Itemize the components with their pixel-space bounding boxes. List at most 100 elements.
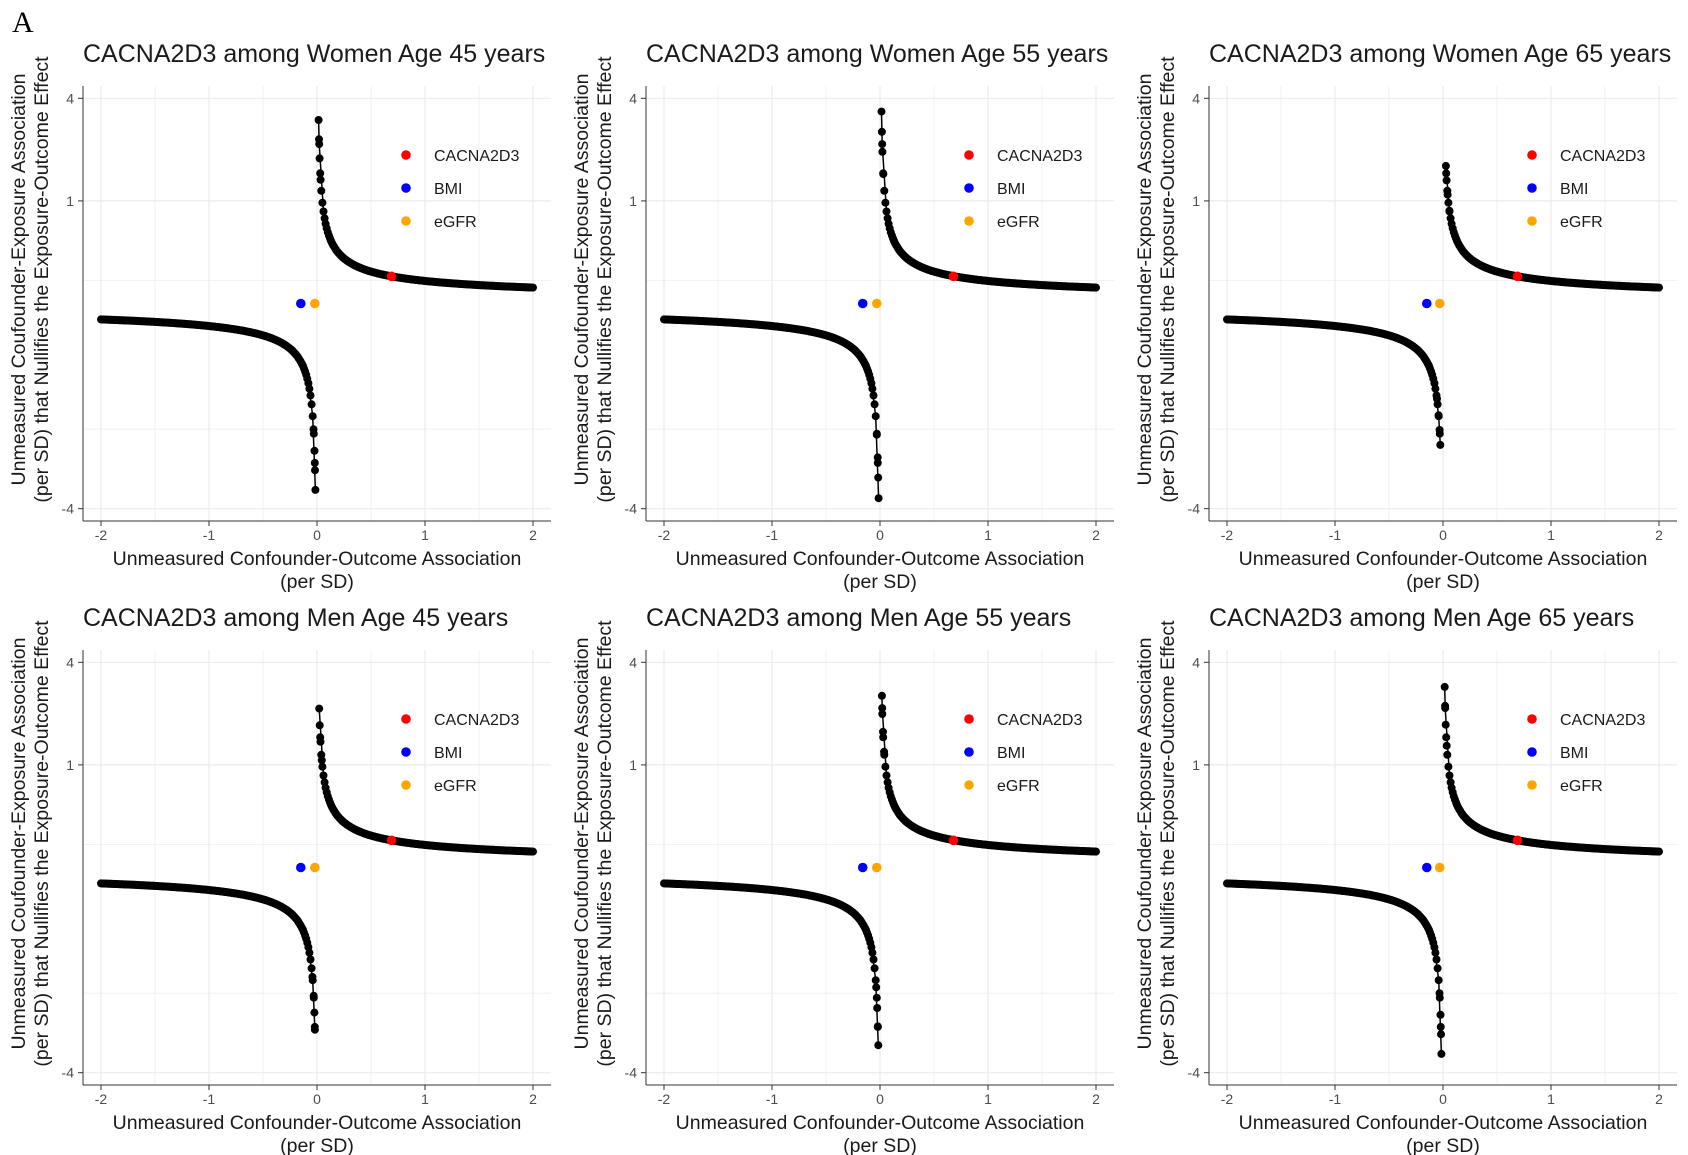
x-axis-title: (per SD) xyxy=(1406,1135,1480,1155)
curve-point xyxy=(1436,1022,1445,1031)
point-cacna2d3 xyxy=(386,271,397,282)
point-egfr xyxy=(310,862,320,873)
curve-point xyxy=(869,955,878,964)
x-tick-label: -1 xyxy=(1329,1091,1342,1107)
y-tick-label: 4 xyxy=(66,654,74,670)
curve-point xyxy=(1432,955,1441,964)
legend-key-cacna2d3 xyxy=(1527,150,1537,160)
point-bmi xyxy=(1422,298,1432,309)
curve-point xyxy=(311,466,319,475)
x-tick-label: 0 xyxy=(1439,1091,1447,1107)
curve-point xyxy=(877,107,886,116)
x-tick-label: -2 xyxy=(1221,527,1234,543)
curve-point xyxy=(1441,720,1450,729)
x-axis-title: (per SD) xyxy=(843,1135,917,1155)
x-axis-title: (per SD) xyxy=(1406,571,1480,593)
curve-point xyxy=(881,198,890,207)
y-axis-title: Unmeasured Coufounder-Exposure Associati… xyxy=(1134,74,1156,486)
curve-point xyxy=(874,473,883,482)
curve-point xyxy=(874,1041,883,1050)
curve-point xyxy=(878,140,887,149)
point-egfr xyxy=(871,862,882,873)
y-axis-title: Unmeasured Coufounder-Exposure Associati… xyxy=(8,74,30,486)
x-tick-label: -1 xyxy=(1329,527,1342,543)
curve-point xyxy=(870,964,879,973)
legend-key-egfr xyxy=(401,216,411,226)
y-axis-title: (per SD) that Nullifies the Exposure-Out… xyxy=(594,56,616,503)
x-tick-label: -2 xyxy=(1221,1091,1234,1107)
x-tick-label: -2 xyxy=(658,1091,671,1107)
curve-point xyxy=(882,771,891,780)
y-tick-label: -4 xyxy=(1188,501,1201,517)
y-tick-label: -4 xyxy=(62,1065,75,1081)
point-egfr xyxy=(1434,298,1445,309)
point-egfr xyxy=(310,298,320,309)
curve-point xyxy=(1431,384,1440,393)
curve-point xyxy=(315,704,324,713)
curve-point xyxy=(880,186,889,195)
curve-point xyxy=(318,762,327,771)
x-axis-title: Unmeasured Confounder-Outcome Associatio… xyxy=(1239,1112,1648,1134)
chart-panel: -2 -1 0 1 2 -4 1 4 CACNA2D3 among Men Age 65 yea… xyxy=(1134,604,1677,1155)
curve-point xyxy=(880,747,889,756)
point-cacna2d3 xyxy=(1512,835,1523,846)
x-axis-title: Unmeasured Confounder-Outcome Associatio… xyxy=(113,1112,522,1134)
curve-point xyxy=(310,1008,319,1017)
legend-label: eGFR xyxy=(1560,778,1603,795)
curve-point xyxy=(879,170,888,179)
curve-point xyxy=(314,116,323,124)
x-tick-label: 0 xyxy=(876,1091,884,1107)
x-axis-title: Unmeasured Confounder-Outcome Associatio… xyxy=(113,548,522,570)
x-tick-label: 2 xyxy=(529,1091,537,1107)
x-tick-label: -1 xyxy=(766,527,779,543)
legend-label: eGFR xyxy=(434,214,477,231)
curve-point xyxy=(869,391,878,400)
curve-point xyxy=(307,400,316,409)
x-tick-label: 2 xyxy=(529,527,537,543)
curve-point xyxy=(1445,206,1454,215)
y-axis-title: Unmeasured Coufounder-Exposure Associati… xyxy=(1134,638,1156,1050)
curve-point xyxy=(1434,976,1443,985)
x-tick-label: -1 xyxy=(203,1091,216,1107)
chart-title: CACNA2D3 among Men Age 45 years xyxy=(83,604,508,632)
curve-point xyxy=(1440,682,1449,691)
curve-point xyxy=(1436,1010,1445,1019)
x-tick-label: 0 xyxy=(876,527,884,543)
curve-point xyxy=(878,704,887,713)
curve-point xyxy=(318,198,327,207)
curve-point xyxy=(1442,169,1451,178)
curve-point xyxy=(309,991,318,1000)
x-tick-label: 2 xyxy=(1092,1091,1100,1107)
y-axis-title: Unmeasured Coufounder-Exposure Associati… xyxy=(8,638,30,1050)
legend-key-egfr xyxy=(1527,780,1537,790)
curve-point xyxy=(1444,198,1453,207)
legend-label: eGFR xyxy=(434,778,477,795)
curve-point xyxy=(529,283,537,292)
point-cacna2d3 xyxy=(948,271,959,282)
curve-point xyxy=(1443,190,1452,199)
curve-point xyxy=(1443,750,1452,759)
legend-key-cacna2d3 xyxy=(964,150,974,160)
x-tick-label: -1 xyxy=(766,1091,779,1107)
y-axis-title: (per SD) that Nullifies the Exposure-Out… xyxy=(1157,56,1179,503)
x-tick-label: 1 xyxy=(421,1091,429,1107)
curve-point xyxy=(871,412,880,421)
curve-point xyxy=(868,384,877,393)
legend-label: CACNA2D3 xyxy=(1560,148,1645,165)
point-bmi xyxy=(296,862,306,873)
y-tick-label: 4 xyxy=(629,654,637,670)
curve-point xyxy=(1437,1049,1446,1058)
legend-label: CACNA2D3 xyxy=(434,712,519,729)
y-axis-title: Unmeasured Coufounder-Exposure Associati… xyxy=(571,638,593,1050)
legend-label: BMI xyxy=(1560,181,1588,198)
curve-point xyxy=(319,207,328,216)
curve-point xyxy=(881,762,890,771)
curve-point xyxy=(873,1004,882,1012)
x-tick-label: -2 xyxy=(658,527,671,543)
curve-point xyxy=(316,737,325,746)
x-tick-label: -1 xyxy=(203,527,216,543)
chart-title: CACNA2D3 among Women Age 65 years xyxy=(1209,40,1671,68)
x-tick-label: -2 xyxy=(95,1091,108,1107)
curve-point xyxy=(307,964,316,973)
curve-point xyxy=(311,485,320,494)
